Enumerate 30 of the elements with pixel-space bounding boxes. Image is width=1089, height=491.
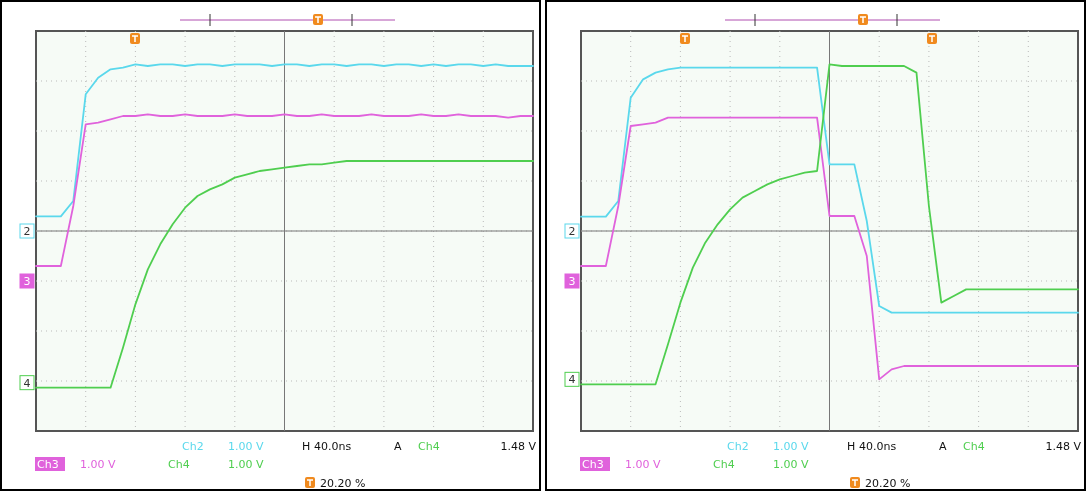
text: Ch3	[37, 458, 59, 471]
text: 1.00 V	[80, 458, 116, 471]
text: 1.00 V	[773, 440, 809, 453]
text: Ch3	[582, 458, 604, 471]
annotation: 3	[23, 275, 31, 288]
text: Ch4	[168, 458, 190, 471]
text: 40.0ns	[314, 440, 352, 453]
text: H	[847, 440, 856, 453]
annotation: 3	[568, 275, 576, 288]
text: 20.20 %	[865, 477, 911, 490]
annotation: 2	[568, 225, 576, 238]
text: H	[302, 440, 311, 453]
text: 1.48 V	[500, 440, 537, 453]
text: A	[939, 440, 947, 453]
text: 1.00 V	[625, 458, 661, 471]
text: 1.00 V	[228, 440, 264, 453]
text: Ch2	[182, 440, 204, 453]
text: Ch4	[418, 440, 440, 453]
text: 1.00 V	[773, 458, 809, 471]
annotation: 4	[568, 373, 576, 387]
annotation: 4	[23, 376, 31, 390]
text: Ch2	[727, 440, 749, 453]
text: Ch4	[713, 458, 735, 471]
text: A	[394, 440, 402, 453]
text: Ch4	[963, 440, 985, 453]
text: 40.0ns	[859, 440, 897, 453]
text: 20.20 %	[320, 477, 366, 490]
text: 1.48 V	[1045, 440, 1082, 453]
text: 1.00 V	[228, 458, 264, 471]
annotation: 2	[23, 225, 31, 238]
